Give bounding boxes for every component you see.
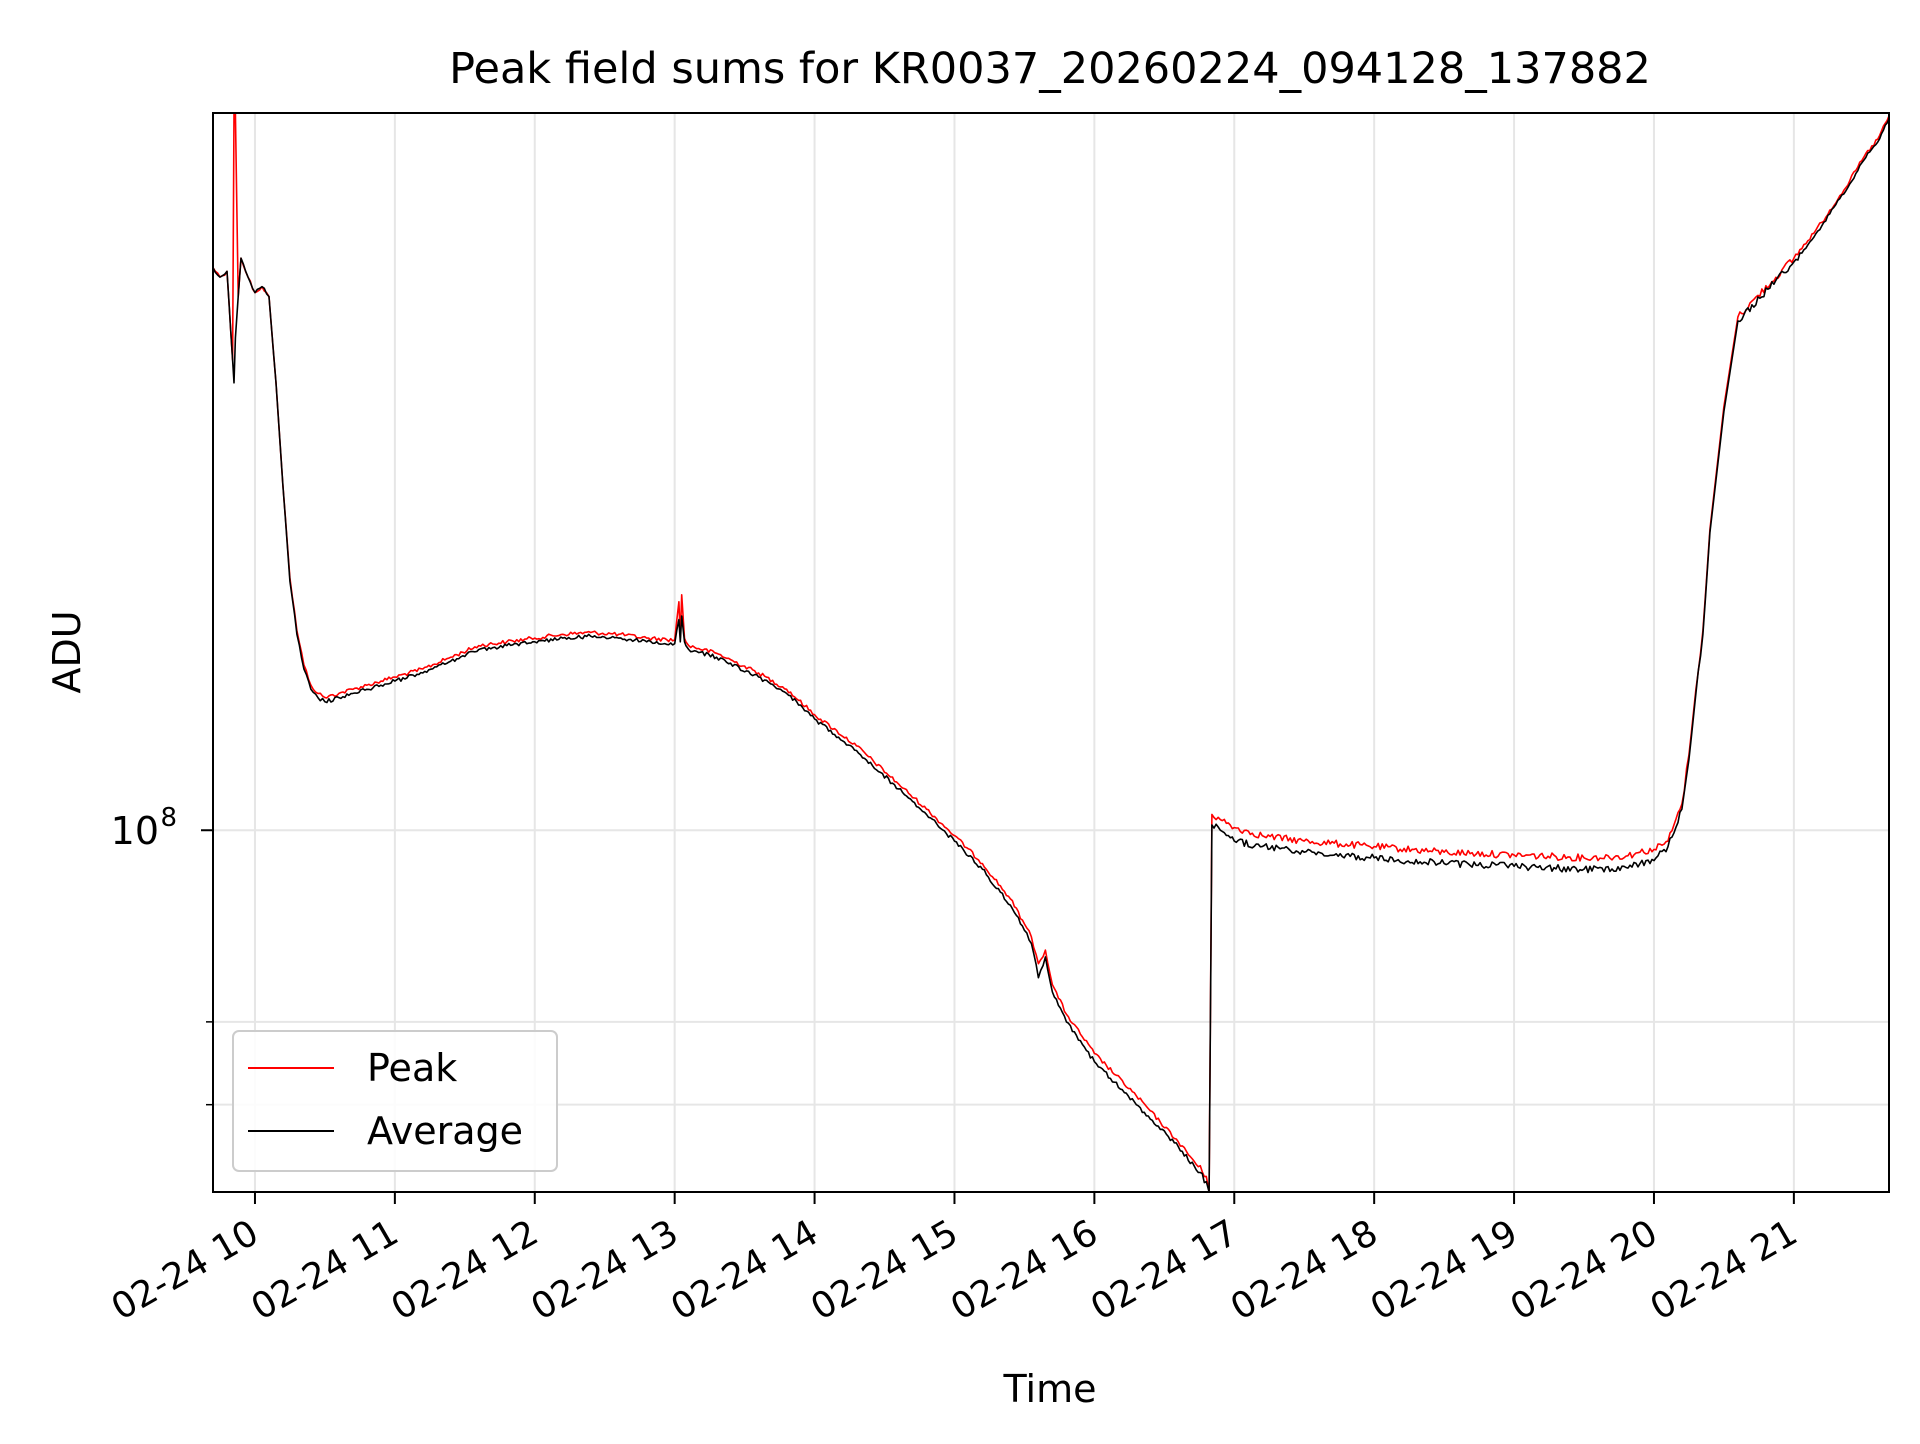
series-layer (213, 113, 1889, 1192)
plot-frame (212, 112, 1890, 1193)
legend-label-average: Average (367, 1109, 523, 1153)
y-axis-label: ADU (45, 610, 89, 693)
y-tick-label: 10 (111, 809, 159, 853)
series-line-peak (213, 113, 1889, 1192)
chart-title: Peak field sums for KR0037_20260224_0941… (449, 44, 1651, 94)
legend: Peak Average (232, 1030, 558, 1172)
series-line-average (213, 118, 1889, 1192)
plot-area (213, 113, 1889, 1192)
legend-box (232, 1030, 558, 1172)
grid-lines (213, 113, 1889, 1192)
y-tick-exponent: 8 (160, 803, 177, 833)
y-axis-ticks: 10 8 (111, 803, 213, 1106)
legend-label-peak: Peak (367, 1046, 457, 1090)
x-axis-label: Time (1003, 1367, 1097, 1411)
